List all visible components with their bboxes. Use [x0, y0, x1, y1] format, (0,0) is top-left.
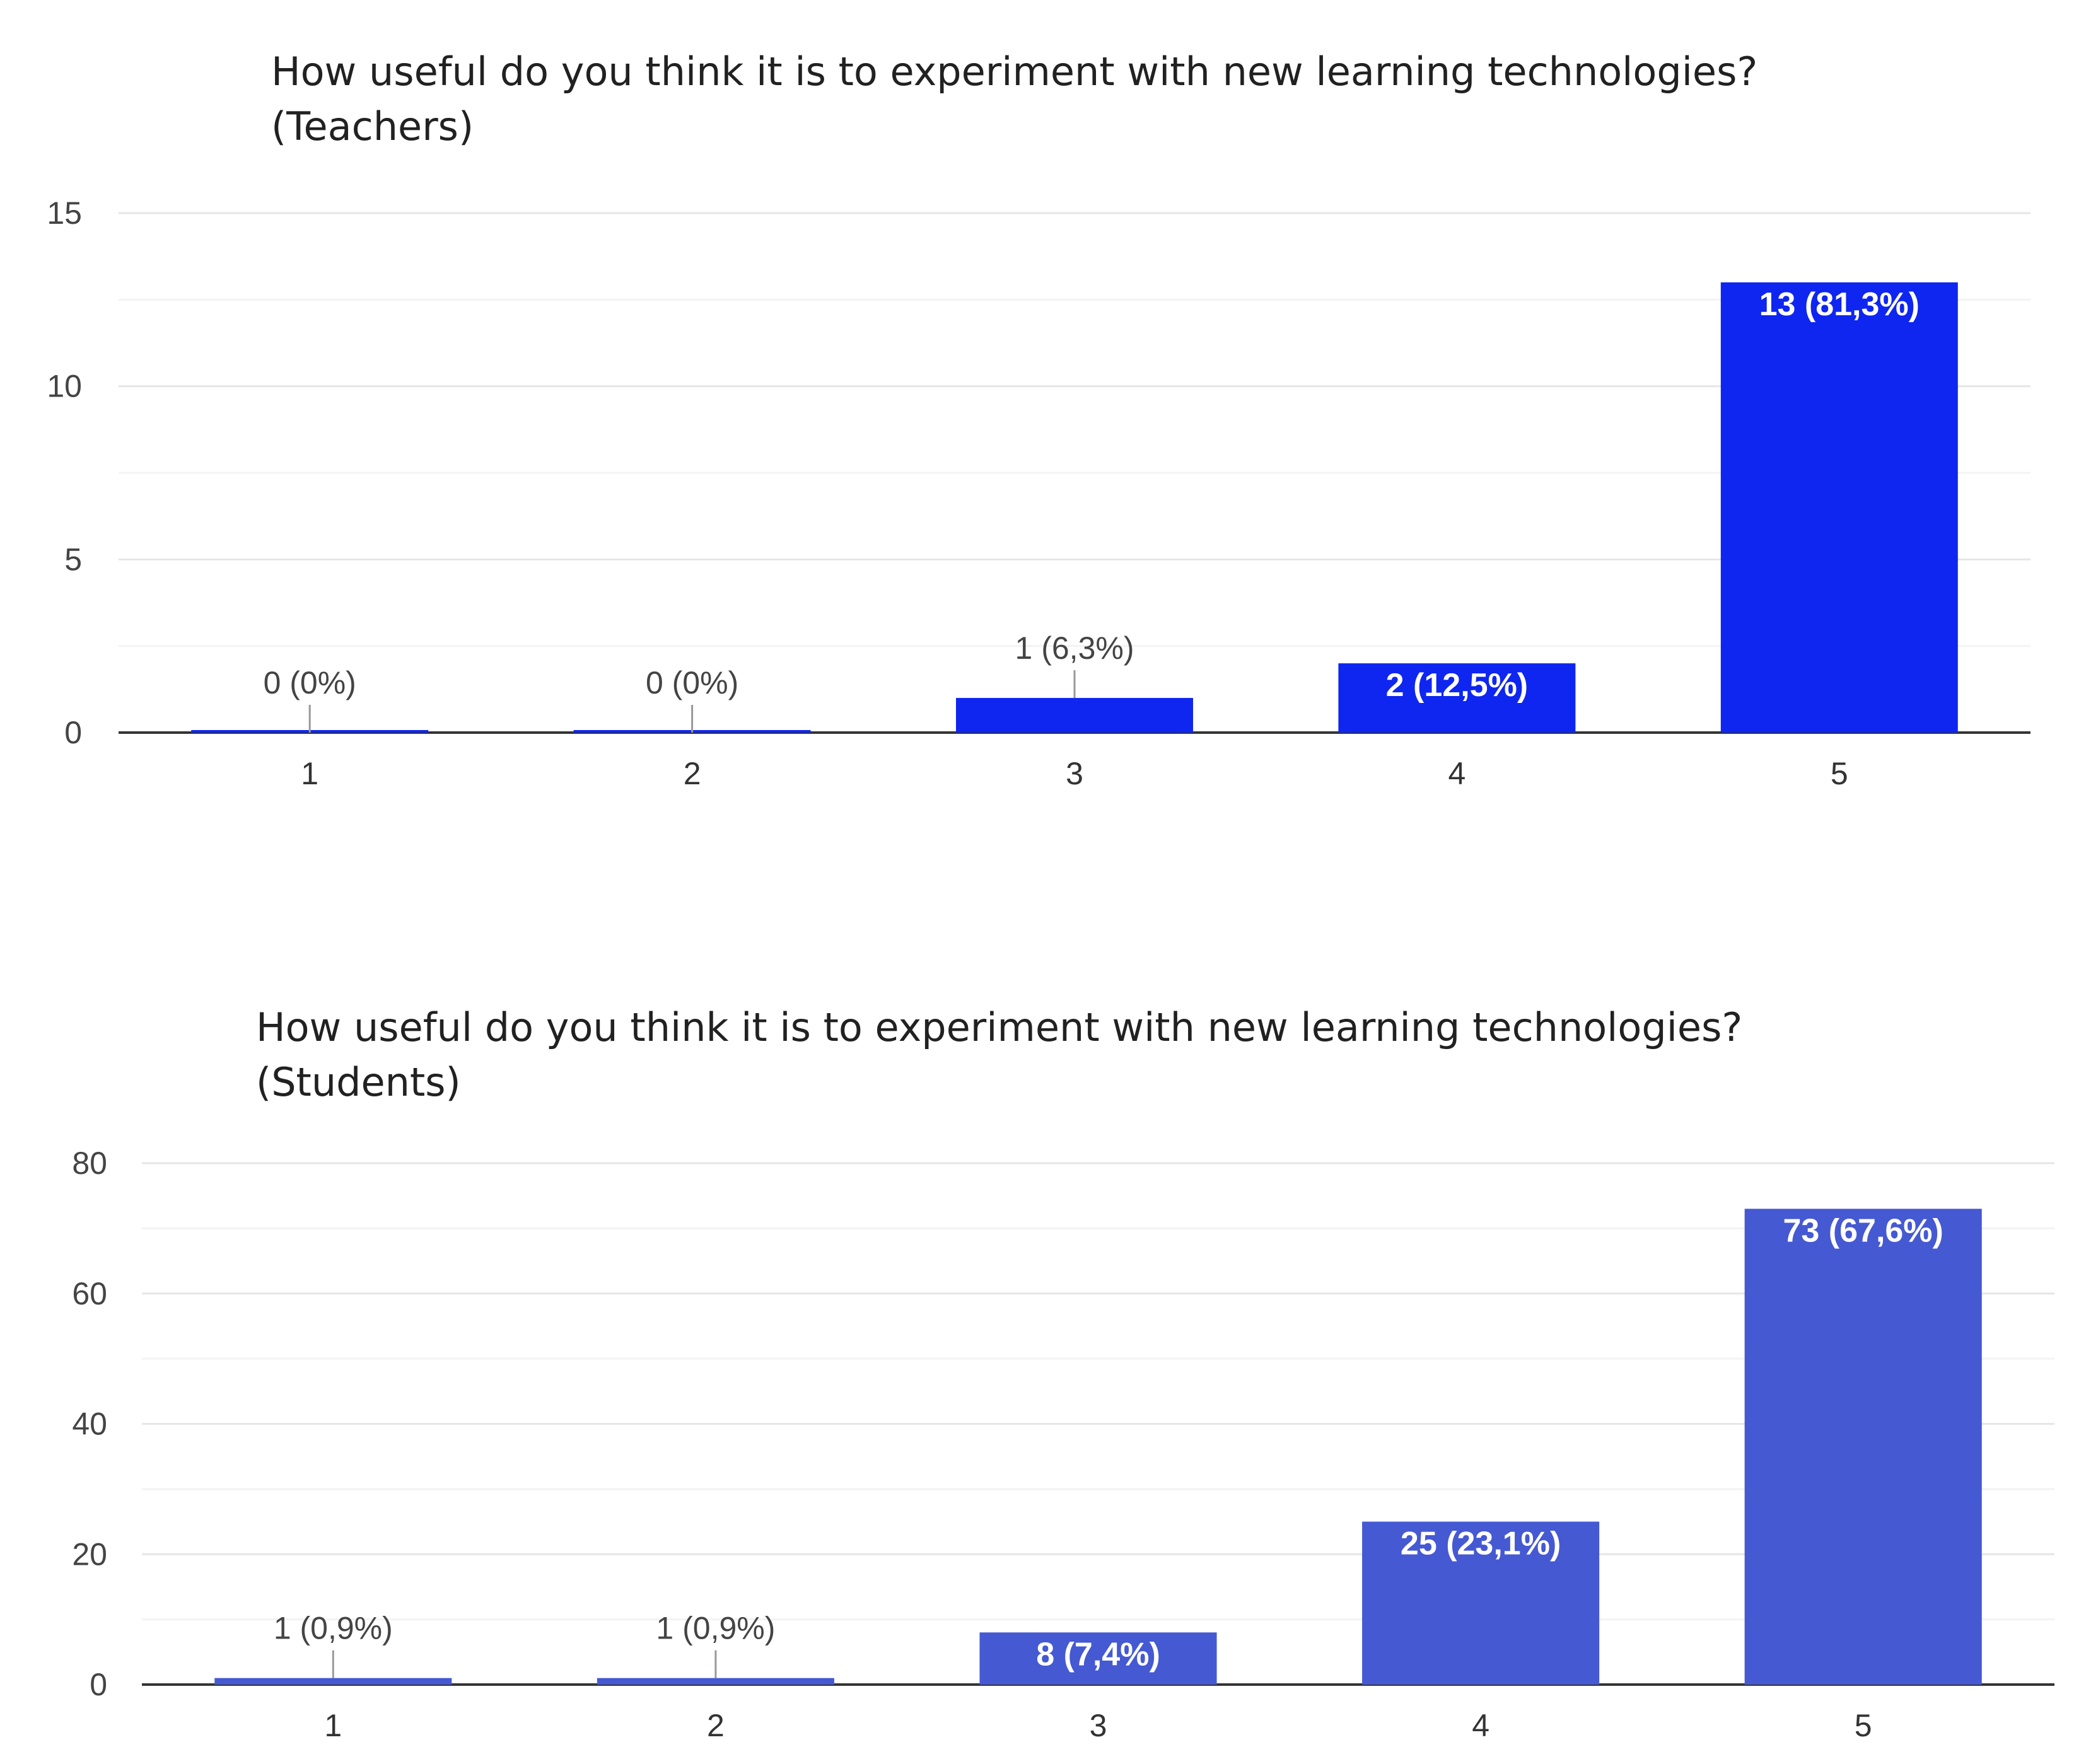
students-y-tick-label: 80: [72, 1146, 107, 1181]
teachers-bar-4: [1338, 663, 1576, 733]
students-bar-2: [597, 1678, 834, 1685]
teachers-bar-3: [956, 698, 1193, 733]
students-data-label: 8 (7,4%): [1036, 1636, 1160, 1673]
teachers-bars: [191, 282, 1958, 733]
students-bars: [214, 1209, 1982, 1685]
teachers-x-axis-ticks: 1 2 3 4 5: [301, 756, 1848, 791]
teachers-data-label: 13 (81,3%): [1759, 286, 1920, 323]
students-gridlines: [142, 1162, 2054, 1686]
students-y-tick-label: 0: [90, 1667, 107, 1702]
students-x-tick-label: 5: [1855, 1708, 1872, 1743]
teachers-data-label: 2 (12,5%): [1386, 667, 1528, 704]
teachers-y-tick-label: 5: [64, 542, 82, 577]
students-x-tick-label: 1: [324, 1708, 342, 1743]
teachers-x-tick-label: 5: [1831, 756, 1848, 791]
teachers-y-tick-label: 10: [47, 369, 82, 404]
teachers-y-tick-label: 15: [47, 195, 82, 231]
students-y-tick-label: 40: [72, 1407, 107, 1442]
teachers-y-axis-ticks: 0 5 10 15: [47, 195, 82, 750]
teachers-y-tick-label: 0: [64, 715, 82, 750]
students-bar-5: [1744, 1209, 1982, 1685]
teachers-data-labels: 0 (0%) 0 (0%) 1 (6,3%) 2 (12,5%) 13 (81,3%): [264, 286, 1920, 733]
teachers-data-label: 0 (0%): [264, 665, 356, 700]
students-y-tick-label: 60: [72, 1276, 107, 1311]
students-x-axis-ticks: 1 2 3 4 5: [324, 1708, 1872, 1743]
teachers-chart-title-line1: How useful do you think it is to experim…: [271, 49, 1757, 95]
students-data-label: 73 (67,6%): [1783, 1212, 1943, 1249]
teachers-x-tick-label: 4: [1448, 756, 1465, 791]
students-y-tick-label: 20: [72, 1536, 107, 1572]
teachers-data-label: 1 (6,3%): [1015, 630, 1134, 666]
students-data-labels: 1 (0,9%) 1 (0,9%) 8 (7,4%) 25 (23,1%) 73 (67…: [274, 1212, 1943, 1678]
teachers-x-tick-label: 2: [684, 756, 701, 791]
students-x-tick-label: 3: [1090, 1708, 1107, 1743]
students-x-tick-label: 4: [1472, 1708, 1489, 1743]
students-bar-1: [214, 1678, 452, 1685]
students-bar-3: [979, 1632, 1217, 1685]
students-data-label: 1 (0,9%): [656, 1611, 775, 1646]
students-chart-title-line1: How useful do you think it is to experim…: [256, 1004, 1742, 1050]
students-data-label: 25 (23,1%): [1401, 1526, 1561, 1562]
teachers-data-label: 0 (0%): [646, 665, 738, 700]
students-data-label: 1 (0,9%): [274, 1611, 393, 1646]
teachers-x-tick-label: 1: [301, 756, 318, 791]
teachers-x-tick-label: 3: [1066, 756, 1083, 791]
students-x-tick-label: 2: [707, 1708, 725, 1743]
students-chart-title-line2: (Students): [256, 1059, 461, 1105]
students-chart: How useful do you think it is to experim…: [72, 1004, 2054, 1743]
teachers-chart-title-line2: (Teachers): [271, 103, 474, 149]
students-y-axis-ticks: 0 20 40 60 80: [72, 1146, 107, 1702]
teachers-chart: How useful do you think it is to experim…: [47, 49, 2031, 791]
students-bar-4: [1362, 1521, 1600, 1685]
teachers-bar-5: [1720, 282, 1958, 733]
